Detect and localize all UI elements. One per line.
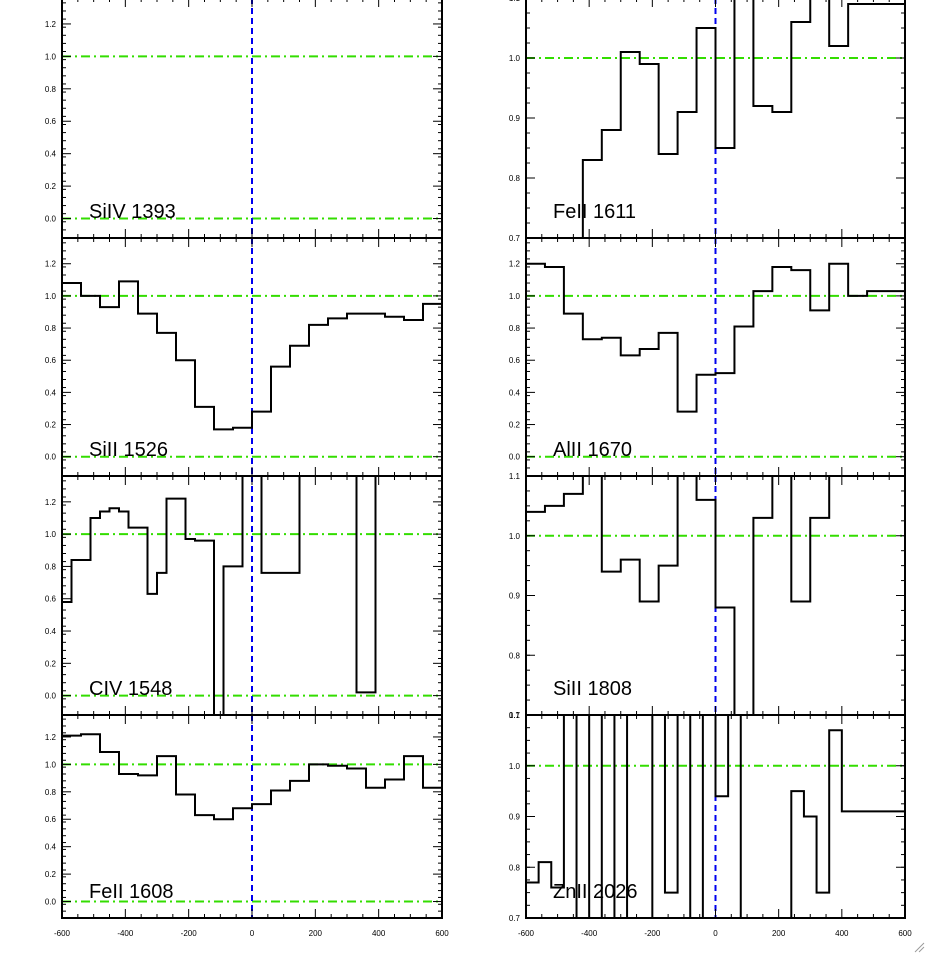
spectrum-feii-1608 <box>62 733 442 821</box>
y-tick-label: 0.6 <box>45 356 57 365</box>
panel-znii-2026: 0.7 0.8 0.9 1.0 1.1 -600 -400 -200 0 200 400 600 ZnI… <box>509 711 912 938</box>
y-tick-label: 0.7 <box>509 914 521 923</box>
y-tick-label: 0.4 <box>45 627 57 636</box>
y-tick-label: 1.0 <box>45 530 57 539</box>
x-tick-label: 600 <box>898 929 912 938</box>
ion-label: SiII 1808 <box>553 678 632 700</box>
y-tick-label: 0.2 <box>509 421 521 430</box>
y-tick-label: 0.6 <box>509 356 521 365</box>
y-tick-label: 0.0 <box>45 692 57 701</box>
y-tick-label: 0.8 <box>45 324 57 333</box>
y-tick-label: 1.0 <box>509 762 521 771</box>
spectrum-siii-1808 <box>526 476 831 715</box>
y-tick-label: 0.8 <box>509 651 521 660</box>
y-tick-label: 0.4 <box>45 388 57 397</box>
y-tick-label: 0.8 <box>509 174 521 183</box>
y-tick-label: 0.0 <box>45 453 57 462</box>
x-tick-label: -600 <box>54 929 71 938</box>
y-tick-label: 0.4 <box>45 150 57 159</box>
y-tick-label: 0.8 <box>45 85 57 94</box>
y-tick-label: 0.9 <box>509 592 521 601</box>
x-tick-label: 400 <box>835 929 849 938</box>
y-tick-label: 0.8 <box>45 562 57 571</box>
y-tick-label: 1.0 <box>45 52 57 61</box>
y-tick-label: 1.1 <box>509 0 521 3</box>
ion-label: ZnII 2026 <box>553 881 638 903</box>
y-tick-label: 1.0 <box>509 292 521 301</box>
y-tick-label: 1.0 <box>45 292 57 301</box>
ion-label: FeII 1611 <box>553 201 636 223</box>
y-tick-label: 0.2 <box>45 870 57 879</box>
y-tick-label: 1.0 <box>45 760 57 769</box>
y-tick-label: 0.9 <box>509 114 521 123</box>
y-tick-label: 0.2 <box>45 421 57 430</box>
x-tick-label: 0 <box>250 929 255 938</box>
y-tick-label: 0.6 <box>45 815 57 824</box>
y-tick-label: 0.6 <box>45 117 57 126</box>
spectrum-civ-1548 <box>62 476 377 715</box>
y-tick-label: 0.4 <box>509 388 521 397</box>
x-tick-label: 400 <box>372 929 386 938</box>
ion-label: CIV 1548 <box>89 678 172 700</box>
y-tick-label: 0.7 <box>509 711 521 720</box>
panel-siii-1526: 0.0 0.2 0.4 0.6 0.8 1.0 1.2 SiII 1526 <box>45 237 443 477</box>
y-tick-label: 0.6 <box>45 595 57 604</box>
y-tick-label: 0.4 <box>45 843 57 852</box>
ion-label: AlII 1670 <box>553 439 632 461</box>
panel-siiv-1393: 0.0 0.2 0.4 0.6 0.8 1.0 1.2 SiIV 1393 <box>45 0 443 239</box>
y-tick-label: 1.2 <box>509 260 521 269</box>
spectrum-feii-1611 <box>573 0 905 238</box>
x-tick-label: -600 <box>518 929 535 938</box>
spectrum-alii-1670 <box>526 262 905 413</box>
y-tick-label: 0.8 <box>45 788 57 797</box>
x-tick-label: -400 <box>117 929 134 938</box>
x-tick-label: 200 <box>309 929 323 938</box>
y-tick-label: 0.0 <box>45 898 57 907</box>
ion-label: SiII 1526 <box>89 439 168 461</box>
y-tick-label: 1.0 <box>509 54 521 63</box>
y-tick-label: 0.2 <box>45 182 57 191</box>
x-tick-label: -400 <box>581 929 598 938</box>
panel-siii-1808: 0.7 0.8 0.9 1.0 1.1 SiII 1808 <box>509 472 906 720</box>
y-tick-label: 0.8 <box>509 324 521 333</box>
y-tick-label: 1.2 <box>45 498 57 507</box>
panel-civ-1548: 0.0 0.2 0.4 0.6 0.8 1.0 1.2 CIV 1548 <box>45 475 443 716</box>
spectrum-siii-1526 <box>62 280 442 431</box>
resize-grip-icon[interactable] <box>913 941 925 953</box>
y-tick-label: 0.8 <box>509 863 521 872</box>
panel-alii-1670: 0.0 0.2 0.4 0.6 0.8 1.0 1.2 AlII 1670 <box>509 237 906 477</box>
x-tick-label: 0 <box>713 929 718 938</box>
y-tick-label: 0.9 <box>509 813 521 822</box>
x-tick-label: -200 <box>644 929 661 938</box>
y-tick-label: 1.2 <box>45 260 57 269</box>
panel-feii-1608: 0.0 0.2 0.4 0.6 0.8 1.0 1.2 -600 -400 -200 0 200 400… <box>45 714 449 938</box>
spectrum-znii-2026 <box>526 715 905 918</box>
y-tick-label: 1.2 <box>45 20 57 29</box>
y-tick-label: 0.0 <box>509 453 521 462</box>
y-tick-label: 1.1 <box>509 711 521 720</box>
y-tick-label: 0.7 <box>509 234 521 243</box>
ion-label: FeII 1608 <box>89 881 174 903</box>
x-tick-label: 600 <box>435 929 449 938</box>
x-tick-label: -200 <box>181 929 198 938</box>
y-tick-label: 0.2 <box>45 659 57 668</box>
y-tick-label: 1.2 <box>45 733 57 742</box>
ion-label: SiIV 1393 <box>89 201 176 223</box>
y-tick-label: 1.1 <box>509 472 521 481</box>
panel-feii-1611: 0.7 0.8 0.9 1.0 1.1 FeII 1611 <box>509 0 906 243</box>
y-tick-label: 1.0 <box>509 532 521 541</box>
x-tick-label: 200 <box>772 929 786 938</box>
y-tick-label: 0.0 <box>45 215 57 224</box>
